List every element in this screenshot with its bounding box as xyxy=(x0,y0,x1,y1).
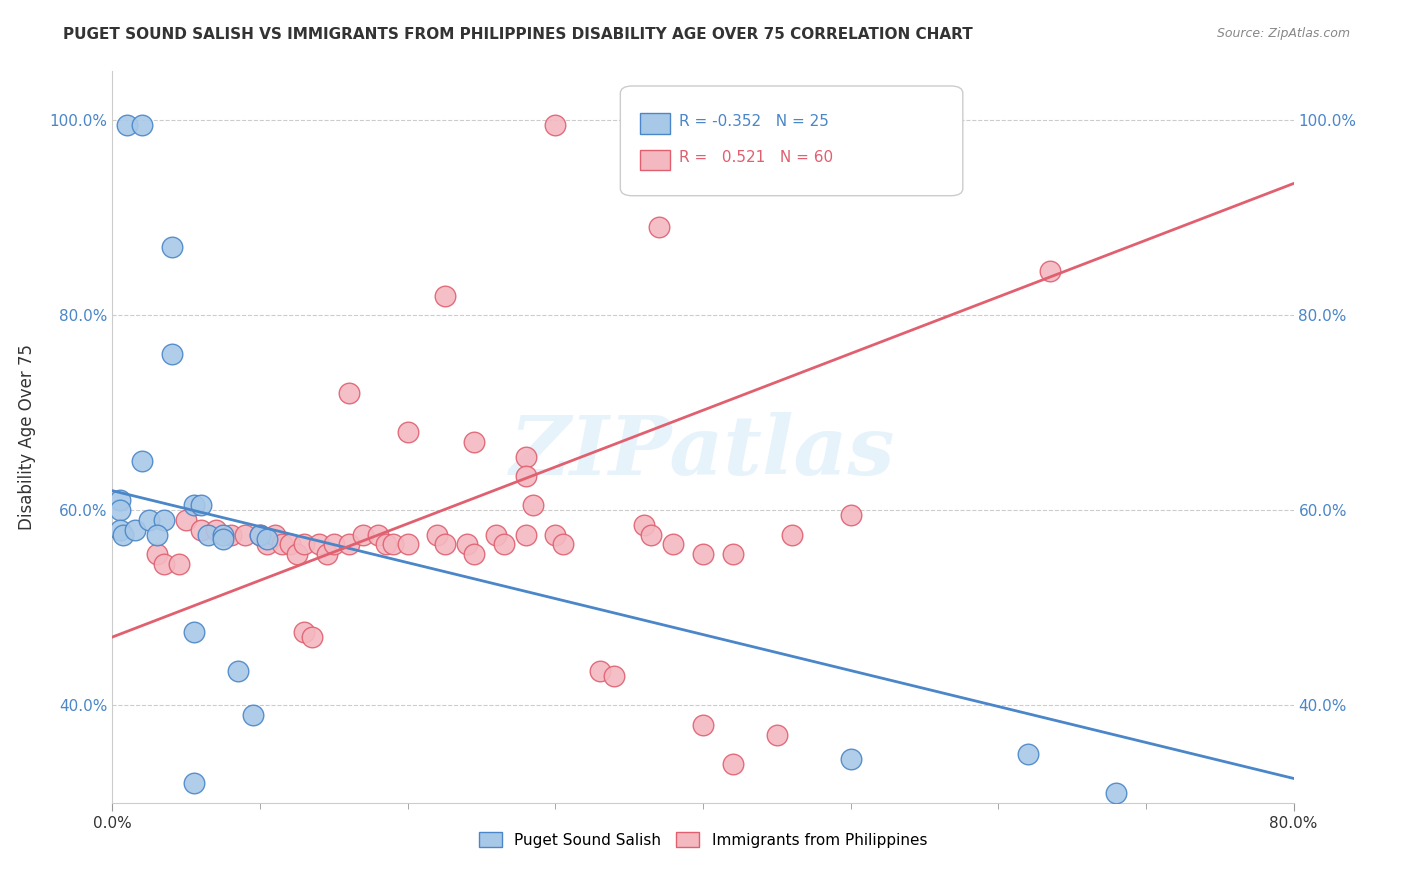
Point xyxy=(1017,747,1039,761)
Bar xyxy=(640,113,669,134)
Point xyxy=(146,527,169,541)
Point xyxy=(160,240,183,254)
Point xyxy=(190,523,212,537)
Point xyxy=(522,499,544,513)
Point xyxy=(1039,264,1062,278)
Point xyxy=(396,873,419,888)
Point xyxy=(183,499,205,513)
FancyBboxPatch shape xyxy=(620,86,963,195)
Point xyxy=(515,469,537,483)
Point xyxy=(647,220,671,235)
Point xyxy=(219,527,242,541)
Point xyxy=(174,513,197,527)
Point xyxy=(153,513,176,527)
Point xyxy=(1105,786,1128,800)
Point xyxy=(352,825,374,839)
Text: Source: ZipAtlas.com: Source: ZipAtlas.com xyxy=(1216,27,1350,40)
Point xyxy=(463,434,485,449)
Point xyxy=(588,664,610,678)
Point xyxy=(242,708,264,723)
Point xyxy=(780,527,803,541)
Point xyxy=(766,727,789,741)
Bar xyxy=(640,150,669,170)
Point xyxy=(190,499,212,513)
Point xyxy=(323,537,346,551)
Point xyxy=(662,537,685,551)
Point xyxy=(233,527,256,541)
Point xyxy=(382,537,405,551)
Point xyxy=(153,557,176,571)
Point xyxy=(308,537,330,551)
Point xyxy=(721,756,744,771)
Point xyxy=(108,503,131,517)
Point xyxy=(433,288,456,302)
Point xyxy=(108,523,131,537)
Point xyxy=(212,527,235,541)
Point xyxy=(138,513,160,527)
Point xyxy=(301,630,323,644)
Point xyxy=(264,527,287,541)
Point xyxy=(271,537,294,551)
Point xyxy=(396,537,419,551)
Point xyxy=(839,508,862,522)
Point xyxy=(292,625,315,640)
Point xyxy=(515,450,537,464)
Point xyxy=(551,537,574,551)
Point xyxy=(226,664,249,678)
Point xyxy=(337,386,360,401)
Point xyxy=(337,537,360,551)
Point xyxy=(183,625,205,640)
Point xyxy=(146,547,169,561)
Point xyxy=(721,547,744,561)
Point xyxy=(396,425,419,440)
Point xyxy=(544,118,567,132)
Point xyxy=(131,118,153,132)
Point xyxy=(463,547,485,561)
Point xyxy=(111,527,134,541)
Text: R =   0.521   N = 60: R = 0.521 N = 60 xyxy=(679,150,834,165)
Point xyxy=(352,527,374,541)
Point xyxy=(249,527,271,541)
Y-axis label: Disability Age Over 75: Disability Age Over 75 xyxy=(18,344,35,530)
Text: R = -0.352   N = 25: R = -0.352 N = 25 xyxy=(679,113,830,128)
Text: ZIPatlas: ZIPatlas xyxy=(510,412,896,491)
Point xyxy=(205,523,228,537)
Point xyxy=(315,547,337,561)
Point xyxy=(433,537,456,551)
Point xyxy=(492,537,515,551)
Point xyxy=(160,347,183,361)
Point xyxy=(249,527,271,541)
Point xyxy=(108,493,131,508)
Legend: Puget Sound Salish, Immigrants from Philippines: Puget Sound Salish, Immigrants from Phil… xyxy=(472,825,934,854)
Point xyxy=(692,718,714,732)
Point xyxy=(124,523,146,537)
Point xyxy=(197,527,219,541)
Point xyxy=(367,527,389,541)
Point xyxy=(839,752,862,766)
Point xyxy=(485,527,508,541)
Point xyxy=(256,533,278,547)
Point xyxy=(640,527,662,541)
Point xyxy=(256,537,278,551)
Point xyxy=(167,557,190,571)
Text: PUGET SOUND SALISH VS IMMIGRANTS FROM PHILIPPINES DISABILITY AGE OVER 75 CORRELA: PUGET SOUND SALISH VS IMMIGRANTS FROM PH… xyxy=(63,27,973,42)
Point xyxy=(544,527,567,541)
Point xyxy=(278,537,301,551)
Point xyxy=(633,517,655,532)
Point xyxy=(292,537,315,551)
Point xyxy=(131,454,153,468)
Point xyxy=(426,527,449,541)
Point xyxy=(285,547,308,561)
Point xyxy=(183,776,205,790)
Point xyxy=(117,118,138,132)
Point xyxy=(456,537,478,551)
Point xyxy=(515,527,537,541)
Point xyxy=(780,888,803,892)
Point xyxy=(374,537,396,551)
Point xyxy=(692,547,714,561)
Point xyxy=(603,669,626,683)
Point xyxy=(212,533,235,547)
